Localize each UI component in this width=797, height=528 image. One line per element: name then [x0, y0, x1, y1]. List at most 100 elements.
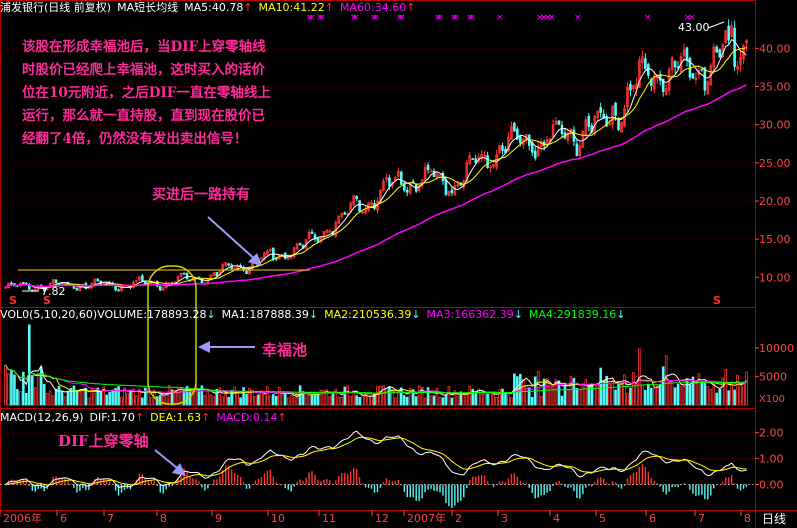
volume-bar — [453, 390, 457, 406]
candle-body — [447, 190, 451, 197]
volume-bar — [572, 377, 576, 406]
volume-bar — [114, 387, 117, 406]
volume-bar — [468, 385, 472, 406]
volume-bar — [33, 387, 37, 406]
dif-value: DIF:1.70 — [89, 411, 135, 424]
volume-bar — [105, 394, 108, 406]
volume-bar — [459, 391, 463, 406]
volume-bar — [706, 386, 710, 406]
volume-ma-lines — [5, 364, 747, 398]
signal-marker: × — [398, 13, 406, 23]
volume-bar — [48, 390, 52, 406]
volume-bar — [322, 390, 326, 406]
volume-bar — [539, 396, 543, 406]
volume-bar — [286, 397, 290, 406]
candle-body — [620, 122, 623, 133]
candle-body — [417, 185, 421, 192]
candle-body — [536, 145, 540, 157]
volume-bar — [141, 397, 144, 406]
signal-marker: × — [316, 13, 324, 23]
volume-bar — [257, 394, 260, 406]
candle-body — [337, 216, 341, 224]
candle-body — [617, 117, 620, 131]
signal-marker: × — [468, 13, 476, 23]
volume-bar — [647, 383, 650, 406]
signal-marker: × — [452, 13, 460, 23]
date-axis-tick: 10 — [271, 512, 285, 525]
volume-bar — [364, 395, 367, 406]
volume-bar — [334, 388, 338, 406]
volume-bar — [391, 388, 394, 406]
volume-bar — [275, 395, 278, 406]
candle-body — [560, 124, 564, 135]
candle-body — [638, 59, 641, 88]
candle-body — [474, 158, 477, 163]
period-label[interactable]: 日线 — [762, 512, 787, 526]
candle-body — [498, 145, 501, 154]
volume-bar — [527, 387, 531, 406]
volume-bar — [394, 397, 397, 406]
volume-bar — [632, 372, 635, 406]
vol-ma1-value: MA1:187888.39 — [221, 308, 309, 321]
candle-body — [72, 285, 76, 289]
volume-bar — [629, 387, 632, 406]
dif-line — [5, 430, 747, 489]
volume-bar — [13, 374, 16, 406]
date-axis-tick: 4 — [553, 512, 560, 525]
volume-bar — [102, 386, 105, 406]
candle-body — [745, 40, 748, 44]
high-price-label: 43.00 — [678, 21, 710, 34]
macd-histogram — [7, 464, 748, 508]
volume-bar — [450, 397, 454, 406]
volume-bar — [623, 374, 626, 406]
vol-ma2-value: MA2:210536.39 — [324, 308, 412, 321]
volume-bar — [218, 387, 222, 406]
candle-body — [93, 278, 97, 284]
candle-body — [566, 132, 570, 141]
sell-signal-marker: S — [9, 294, 17, 307]
candle-body — [733, 27, 736, 67]
dif-cross-label: DIF上穿零轴 — [58, 432, 149, 450]
volume-bar — [474, 392, 477, 406]
moving-average-lines — [5, 38, 747, 290]
candle-body — [736, 65, 739, 70]
candle-body — [614, 102, 617, 116]
candle-body — [724, 30, 727, 43]
volume-bar — [676, 383, 680, 406]
volume-bar — [173, 389, 177, 406]
candle-body — [596, 110, 600, 119]
candle-body — [429, 170, 433, 173]
candle-body — [298, 243, 302, 246]
volume-bar — [382, 385, 385, 406]
signal-marker: × — [536, 13, 544, 23]
volume-bar — [200, 385, 204, 406]
macd-axis-tick: 2.00 — [759, 426, 784, 439]
volume-bar — [736, 374, 739, 406]
date-axis-tick: 6 — [649, 512, 656, 525]
volume-bar — [10, 370, 13, 406]
vol-ma4-value: MA4:291839.16 — [528, 308, 617, 321]
volume-bar — [248, 388, 251, 406]
candle-body — [248, 267, 251, 275]
volume-bar — [75, 389, 79, 406]
signal-marker: × — [466, 13, 474, 23]
volume-bar — [179, 389, 183, 406]
candle-body — [670, 57, 674, 71]
candle-body — [307, 231, 311, 239]
volume-bar — [72, 385, 76, 406]
candle-body — [227, 263, 230, 266]
price-axis-tick: 25.00 — [759, 157, 791, 170]
candle-body — [96, 278, 100, 282]
candle-body — [352, 195, 355, 206]
candle-body — [539, 140, 543, 148]
date-axis-tick: 8 — [160, 512, 167, 525]
volume-bar — [658, 383, 662, 406]
candle-body — [233, 267, 236, 270]
candle-body — [608, 123, 611, 126]
volume-bar — [227, 396, 230, 406]
candle-body — [364, 209, 367, 214]
candle-body — [224, 262, 228, 267]
volume-bar — [483, 393, 486, 406]
volume-bar — [7, 373, 10, 406]
